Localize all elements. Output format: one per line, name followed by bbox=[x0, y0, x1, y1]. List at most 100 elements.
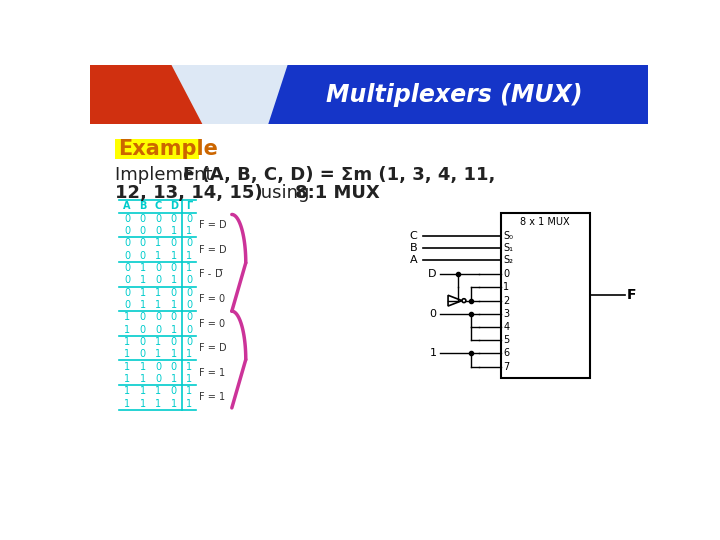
Text: 0: 0 bbox=[140, 325, 145, 335]
Text: 1: 1 bbox=[140, 288, 145, 298]
Text: A: A bbox=[410, 255, 417, 265]
Text: 0: 0 bbox=[186, 337, 192, 347]
Text: 1: 1 bbox=[124, 312, 130, 322]
Text: 1: 1 bbox=[155, 349, 161, 359]
Text: 1: 1 bbox=[124, 349, 130, 359]
Text: 0: 0 bbox=[140, 312, 145, 322]
Text: Γ: Γ bbox=[186, 201, 192, 212]
Text: 1: 1 bbox=[140, 386, 145, 396]
Text: 0: 0 bbox=[155, 325, 161, 335]
Text: 0: 0 bbox=[171, 312, 177, 322]
Text: 1: 1 bbox=[186, 251, 192, 261]
Text: 0: 0 bbox=[186, 312, 192, 322]
Text: 1: 1 bbox=[186, 374, 192, 384]
Text: S₀: S₀ bbox=[503, 231, 513, 241]
Text: 1: 1 bbox=[140, 362, 145, 372]
Text: 1: 1 bbox=[140, 399, 145, 409]
Text: S₂: S₂ bbox=[503, 255, 513, 265]
Text: 1: 1 bbox=[171, 349, 177, 359]
Text: 0: 0 bbox=[171, 337, 177, 347]
Text: 0: 0 bbox=[124, 239, 130, 248]
Text: 0: 0 bbox=[155, 275, 161, 286]
Text: 0: 0 bbox=[171, 386, 177, 396]
Text: 8:1 MUX: 8:1 MUX bbox=[294, 184, 379, 201]
Text: 0: 0 bbox=[186, 275, 192, 286]
Text: Example: Example bbox=[118, 139, 217, 159]
Text: 1: 1 bbox=[429, 348, 436, 359]
Text: 0: 0 bbox=[140, 349, 145, 359]
Text: using: using bbox=[255, 184, 315, 201]
Text: 0: 0 bbox=[155, 226, 161, 236]
Text: B: B bbox=[139, 201, 146, 212]
Text: F = 1: F = 1 bbox=[199, 368, 225, 378]
Text: F = D: F = D bbox=[199, 343, 227, 353]
Text: 1: 1 bbox=[186, 386, 192, 396]
Text: 1: 1 bbox=[186, 226, 192, 236]
Text: 0: 0 bbox=[155, 374, 161, 384]
Text: 1: 1 bbox=[186, 263, 192, 273]
Text: 1: 1 bbox=[155, 239, 161, 248]
Text: F = D: F = D bbox=[199, 245, 227, 254]
Text: 1: 1 bbox=[171, 300, 177, 310]
Text: Implement: Implement bbox=[114, 166, 218, 184]
Text: 1: 1 bbox=[186, 399, 192, 409]
Text: 0: 0 bbox=[140, 337, 145, 347]
Text: 1: 1 bbox=[503, 282, 509, 293]
Text: 1: 1 bbox=[186, 362, 192, 372]
Text: D: D bbox=[428, 269, 436, 279]
Text: 0: 0 bbox=[155, 263, 161, 273]
Text: F = D: F = D bbox=[199, 220, 227, 230]
Text: 0: 0 bbox=[503, 269, 509, 279]
Text: 0: 0 bbox=[186, 288, 192, 298]
Text: 0: 0 bbox=[186, 239, 192, 248]
Text: 0: 0 bbox=[124, 275, 130, 286]
Text: 1: 1 bbox=[140, 374, 145, 384]
Text: 0: 0 bbox=[124, 263, 130, 273]
Text: 1: 1 bbox=[155, 399, 161, 409]
Text: 0: 0 bbox=[124, 251, 130, 261]
FancyBboxPatch shape bbox=[90, 124, 648, 481]
Polygon shape bbox=[448, 295, 462, 306]
Text: F = 1: F = 1 bbox=[199, 393, 225, 402]
Text: F -: F - bbox=[199, 269, 215, 279]
Text: 1: 1 bbox=[124, 362, 130, 372]
Text: C: C bbox=[155, 201, 162, 212]
Text: 0: 0 bbox=[171, 362, 177, 372]
Text: 12, 13, 14, 15): 12, 13, 14, 15) bbox=[114, 184, 262, 201]
Text: 8 x 1 MUX: 8 x 1 MUX bbox=[521, 217, 570, 227]
Text: S₁: S₁ bbox=[503, 243, 513, 253]
Text: 0: 0 bbox=[171, 288, 177, 298]
Text: 1: 1 bbox=[171, 251, 177, 261]
Text: F = 0: F = 0 bbox=[199, 319, 225, 328]
Text: 0: 0 bbox=[171, 214, 177, 224]
Text: 1: 1 bbox=[186, 349, 192, 359]
Text: 0: 0 bbox=[186, 300, 192, 310]
Text: 1: 1 bbox=[171, 226, 177, 236]
Text: 1: 1 bbox=[140, 275, 145, 286]
Text: Multiplexers (MUX): Multiplexers (MUX) bbox=[326, 83, 582, 107]
Text: 6: 6 bbox=[503, 348, 509, 359]
Text: 1: 1 bbox=[155, 337, 161, 347]
FancyBboxPatch shape bbox=[114, 139, 199, 159]
Text: 3: 3 bbox=[503, 309, 509, 319]
Text: 0: 0 bbox=[140, 214, 145, 224]
Text: 1: 1 bbox=[171, 275, 177, 286]
Text: 1: 1 bbox=[155, 300, 161, 310]
Text: 1: 1 bbox=[124, 325, 130, 335]
Text: 2: 2 bbox=[503, 295, 509, 306]
Text: 0: 0 bbox=[124, 226, 130, 236]
Text: 0: 0 bbox=[155, 362, 161, 372]
Text: 1: 1 bbox=[124, 386, 130, 396]
Text: 0: 0 bbox=[140, 226, 145, 236]
Polygon shape bbox=[269, 65, 648, 124]
Text: 0: 0 bbox=[124, 300, 130, 310]
FancyBboxPatch shape bbox=[500, 213, 590, 378]
Text: C: C bbox=[409, 231, 417, 241]
Text: 4: 4 bbox=[503, 322, 509, 332]
Text: 0: 0 bbox=[155, 214, 161, 224]
Text: F = 0: F = 0 bbox=[199, 294, 225, 304]
Text: 0: 0 bbox=[429, 309, 436, 319]
Text: 1: 1 bbox=[124, 337, 130, 347]
Text: B: B bbox=[410, 243, 417, 253]
Text: 1: 1 bbox=[155, 251, 161, 261]
